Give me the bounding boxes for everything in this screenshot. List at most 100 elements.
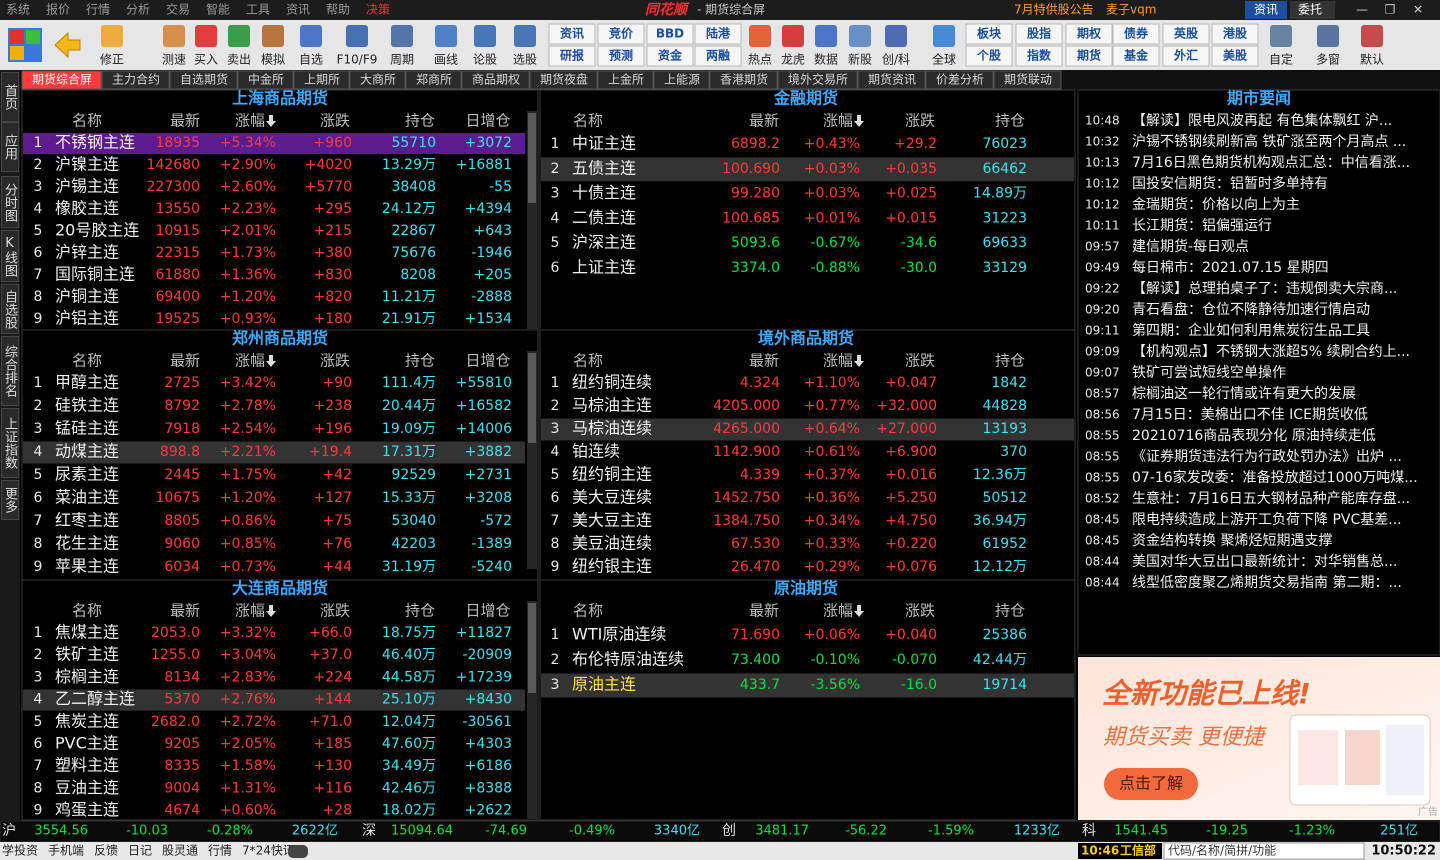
contract-name[interactable]: 美大豆主连 <box>572 511 652 530</box>
top-button[interactable]: 委托 <box>1298 3 1322 17</box>
contract-name[interactable]: 马棕油连续 <box>572 419 652 438</box>
toolbar-pair-button[interactable]: 股指 <box>1027 26 1051 41</box>
contract-name[interactable]: 鸡蛋主连 <box>55 800 119 819</box>
toolbar-button[interactable]: 自定 <box>1269 52 1293 67</box>
menu-item[interactable]: 报价 <box>46 2 70 17</box>
column-header[interactable]: 涨跌 <box>905 352 935 370</box>
status-link[interactable]: 7*24快讯 <box>242 844 295 858</box>
contract-name[interactable]: 十债主连 <box>572 183 636 202</box>
toolbar-button[interactable]: 全球 <box>932 52 956 67</box>
tab[interactable]: 上金所 <box>608 72 644 87</box>
column-header[interactable]: 涨幅 <box>235 602 265 620</box>
contract-name[interactable]: 纽约铜主连 <box>572 465 652 484</box>
toolbar-pair-button[interactable]: 美股 <box>1223 48 1248 63</box>
toolbar-button[interactable]: 创/科 <box>882 53 910 67</box>
column-header[interactable]: 最新 <box>749 602 779 620</box>
status-link[interactable]: 反馈 <box>94 844 118 858</box>
column-header[interactable]: 涨幅 <box>823 352 853 370</box>
toolbar-pair-button[interactable]: 预测 <box>609 48 633 63</box>
contract-name[interactable]: 上证主连 <box>572 258 636 277</box>
status-link[interactable]: 行情 <box>208 844 232 858</box>
news-headline[interactable]: 金瑞期货：价格以向上为主 <box>1132 196 1300 213</box>
column-header[interactable]: 最新 <box>749 352 779 370</box>
tab[interactable]: 郑商所 <box>416 72 452 87</box>
toolbar-pair-button[interactable]: 期权 <box>1077 26 1102 41</box>
tab[interactable]: 境外交易所 <box>788 72 848 87</box>
contract-name[interactable]: 20号胶主连 <box>55 221 139 240</box>
tab[interactable]: 中金所 <box>248 72 284 87</box>
contract-name[interactable]: 沪深主连 <box>572 233 636 252</box>
column-header[interactable]: 持仓 <box>405 602 435 620</box>
column-header[interactable]: 名称 <box>72 112 102 130</box>
toolbar-pair-button[interactable]: 两融 <box>706 48 730 63</box>
menu-item[interactable]: 分析 <box>126 3 150 17</box>
toolbar-pair-button[interactable]: 竞价 <box>609 26 634 41</box>
news-headline[interactable]: 限电持续造成上游开工负荷下降 PVC基差... <box>1132 511 1402 528</box>
tab[interactable]: 香港期货 <box>720 72 768 87</box>
toolbar-pair-button[interactable]: BBD <box>656 27 684 41</box>
toolbar-button[interactable]: 自选 <box>299 53 323 67</box>
news-headline[interactable]: 棕榈油这一轮行情或许有更大的发展 <box>1132 385 1356 402</box>
news-headline[interactable]: 线型低密度聚乙烯期货交易指南 第二期：... <box>1132 574 1402 591</box>
toolbar-button[interactable]: 模拟 <box>261 53 285 67</box>
news-headline[interactable]: 铁矿可尝试短线空单操作 <box>1132 365 1286 381</box>
column-header[interactable]: 名称 <box>573 112 603 130</box>
toolbar-button[interactable]: 数据 <box>814 52 838 67</box>
menu-item[interactable]: 交易 <box>166 2 190 17</box>
contract-name[interactable]: 塑料主连 <box>55 756 119 775</box>
menu-item[interactable]: 系统 <box>6 3 30 17</box>
toolbar-button[interactable]: 热点 <box>748 53 772 67</box>
window-control[interactable]: — <box>1356 3 1368 17</box>
toolbar-button[interactable]: 周期 <box>390 53 414 67</box>
column-header[interactable]: 涨跌 <box>320 602 350 620</box>
news-headline[interactable]: 建信期货-每日观点 <box>1132 238 1249 255</box>
tab[interactable]: 期货联动 <box>1004 72 1052 87</box>
toolbar-pair-button[interactable]: 外汇 <box>1174 48 1198 63</box>
toolbar-pair-button[interactable]: 债券 <box>1124 26 1149 41</box>
news-headline[interactable]: 每日棉市：2021.07.15 星期四 <box>1132 259 1329 276</box>
tab[interactable]: 商品期权 <box>472 72 520 87</box>
column-header[interactable]: 涨跌 <box>320 112 350 130</box>
toolbar-pair-button[interactable]: 资金 <box>658 48 683 63</box>
tab[interactable]: 大商所 <box>360 72 396 87</box>
news-headline[interactable]: 资金结构转换 聚烯烃短期遇支撑 <box>1132 532 1332 549</box>
window-control[interactable]: ✕ <box>1413 3 1423 17</box>
column-header[interactable]: 涨跌 <box>905 112 935 130</box>
contract-name[interactable]: 沪铝主连 <box>55 309 119 328</box>
news-headline[interactable]: 第四期：企业如何利用焦炭衍生品工具 <box>1132 322 1370 339</box>
news-headline[interactable]: 沪锡不锈钢续刷新高 铁矿涨至两个月高点 ... <box>1132 133 1406 150</box>
contract-name[interactable]: 尿素主连 <box>55 465 119 484</box>
contract-name[interactable]: 红枣主连 <box>55 511 119 530</box>
status-link[interactable]: 股灵通 <box>162 844 198 858</box>
contract-name[interactable]: 苹果主连 <box>55 557 119 576</box>
toolbar-button[interactable]: 默认 <box>1360 52 1384 67</box>
ad-button[interactable]: 点击了解 <box>1119 774 1183 793</box>
toolbar-button[interactable]: 多窗 <box>1316 53 1340 67</box>
toolbar-pair-button[interactable]: 期货 <box>1077 48 1101 63</box>
toolbar-pair-button[interactable]: 研报 <box>560 48 584 63</box>
column-header[interactable]: 最新 <box>170 112 200 130</box>
menu-item[interactable]: 帮助 <box>326 3 350 17</box>
toolbar-button[interactable]: 新股 <box>848 52 872 67</box>
tab[interactable]: 自选期货 <box>180 72 228 87</box>
contract-name[interactable]: 焦炭主连 <box>55 711 119 730</box>
contract-name[interactable]: PVC主连 <box>55 734 119 753</box>
column-header[interactable]: 最新 <box>170 602 200 620</box>
tab[interactable]: 期货综合屏 <box>32 72 92 87</box>
contract-name[interactable]: 乙二醇主连 <box>55 689 135 708</box>
column-header[interactable]: 涨幅 <box>235 112 265 130</box>
toolbar-pair-button[interactable]: 指数 <box>1027 48 1052 63</box>
column-header[interactable]: 涨幅 <box>235 352 265 370</box>
tab[interactable]: 期货夜盘 <box>540 72 588 87</box>
column-header[interactable]: 持仓 <box>995 352 1025 370</box>
contract-name[interactable]: 棕榈主连 <box>55 667 119 686</box>
news-headline[interactable]: 生意社：7月16日五大钢材品种产能库存盘... <box>1132 490 1410 507</box>
tab[interactable]: 上期所 <box>304 73 340 87</box>
toolbar-button[interactable]: 买入 <box>194 53 218 67</box>
column-header[interactable]: 持仓 <box>995 112 1025 130</box>
column-header[interactable]: 名称 <box>573 352 603 370</box>
status-link[interactable]: 手机端 <box>48 844 84 858</box>
column-header[interactable]: 持仓 <box>995 602 1025 620</box>
contract-name[interactable]: 马棕油主连 <box>572 396 652 415</box>
contract-name[interactable]: 沪锡主连 <box>55 177 119 196</box>
